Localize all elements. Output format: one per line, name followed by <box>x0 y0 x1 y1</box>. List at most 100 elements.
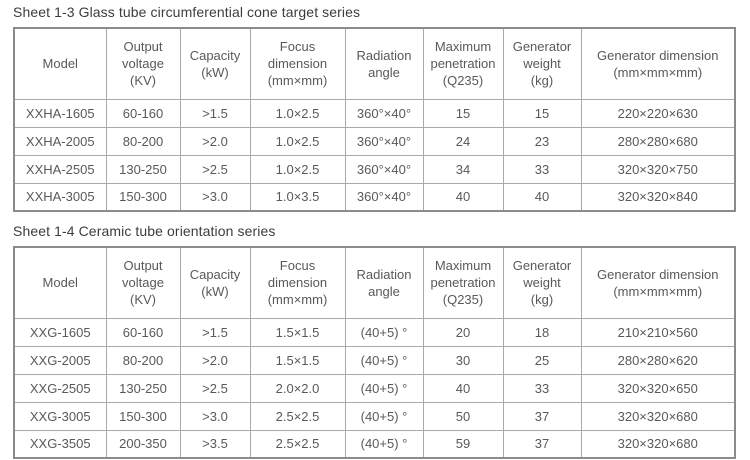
table-cell: 210×210×560 <box>580 317 736 347</box>
table-header-cell: Output voltage (KV) <box>105 27 181 100</box>
table-row: XXHA-1605 60-160 >1.5 1.0×2.5 360°×40° 15 15 22… <box>13 98 736 128</box>
table-row: XXHA-3005 150-300 >3.0 1.0×3.5 360°×40° 40 40 3… <box>13 182 736 212</box>
table-header-cell: Output voltage (KV) <box>105 246 181 319</box>
table-cell: XXHA-2505 <box>13 154 107 184</box>
table-header-cell: Generator weight (kg) <box>502 27 582 100</box>
sheet-1-4-title: Sheet 1-4 Ceramic tube orientation serie… <box>13 223 276 239</box>
table-cell: XXG-2005 <box>13 345 107 375</box>
table-cell: 59 <box>422 429 504 459</box>
table-cell: 1.5×1.5 <box>249 345 346 375</box>
table-cell: 40 <box>502 182 582 212</box>
table-cell: 360°×40° <box>344 98 424 128</box>
table-cell: 320×320×680 <box>580 401 736 431</box>
table-cell: 2.5×2.5 <box>249 401 346 431</box>
table-cell: XXHA-2005 <box>13 126 107 156</box>
table-cell: 80-200 <box>105 345 181 375</box>
table-cell: 1.0×2.5 <box>249 126 346 156</box>
table-body: XXHA-1605 60-160 >1.5 1.0×2.5 360°×40° 15 15 22… <box>13 98 736 212</box>
table-header: Model Output voltage (KV) Capacity (kW) Foc… <box>13 27 736 100</box>
table-cell: 15 <box>502 98 582 128</box>
table-cell: 80-200 <box>105 126 181 156</box>
table-cell: XXHA-1605 <box>13 98 107 128</box>
table-cell: 130-250 <box>105 154 181 184</box>
table-cell: 40 <box>422 373 504 403</box>
sheet-1-3-title: Sheet 1-3 Glass tube circumferential con… <box>13 4 361 20</box>
table-cell: 1.0×2.5 <box>249 98 346 128</box>
table-header-cell: Maximum penetration (Q235) <box>422 27 504 100</box>
table-header-cell: Focus dimension (mm×mm) <box>249 246 346 319</box>
table-cell: >3.0 <box>179 401 251 431</box>
table-cell: 280×280×620 <box>580 345 736 375</box>
table-cell: (40+5) ° <box>344 429 424 459</box>
table-cell: XXHA-3005 <box>13 182 107 212</box>
table-header-cell: Focus dimension (mm×mm) <box>249 27 346 100</box>
table-cell: 33 <box>502 154 582 184</box>
table-row: XXG-1605 60-160 >1.5 1.5×1.5 (40+5) ° 20 18 210… <box>13 317 736 347</box>
table-cell: 60-160 <box>105 98 181 128</box>
table-cell: >2.0 <box>179 126 251 156</box>
table-row: XXG-2505 130-250 >2.5 2.0×2.0 (40+5) ° 40 33 32… <box>13 373 736 403</box>
table-header: Model Output voltage (KV) Capacity (kW) Foc… <box>13 246 736 319</box>
table-cell: 2.5×2.5 <box>249 429 346 459</box>
table-header-cell: Capacity (kW) <box>179 27 251 100</box>
table-cell: 280×280×680 <box>580 126 736 156</box>
table-row: XXG-3005 150-300 >3.0 2.5×2.5 (40+5) ° 50 37 32… <box>13 401 736 431</box>
table-cell: 18 <box>502 317 582 347</box>
table-cell: 320×320×680 <box>580 429 736 459</box>
table-cell: (40+5) ° <box>344 373 424 403</box>
table-cell: 1.5×1.5 <box>249 317 346 347</box>
table-cell: 2.0×2.0 <box>249 373 346 403</box>
table-cell: (40+5) ° <box>344 345 424 375</box>
table-cell: 150-300 <box>105 182 181 212</box>
table-cell: 34 <box>422 154 504 184</box>
table-header-cell: Capacity (kW) <box>179 246 251 319</box>
table-header-cell: Model <box>13 246 107 319</box>
table-cell: XXG-3005 <box>13 401 107 431</box>
table-cell: 360°×40° <box>344 126 424 156</box>
table-cell: 23 <box>502 126 582 156</box>
table-cell: >2.5 <box>179 154 251 184</box>
table-cell: 150-300 <box>105 401 181 431</box>
table-header-cell: Generator dimension (mm×mm×mm) <box>580 27 736 100</box>
table-cell: 200-350 <box>105 429 181 459</box>
table-cell: >1.5 <box>179 98 251 128</box>
table-cell: 1.0×3.5 <box>249 182 346 212</box>
table-cell: XXG-3505 <box>13 429 107 459</box>
table-cell: 50 <box>422 401 504 431</box>
table-cell: 20 <box>422 317 504 347</box>
table-cell: >2.5 <box>179 373 251 403</box>
table-header-cell: Generator weight (kg) <box>502 246 582 319</box>
table-row: XXHA-2005 80-200 >2.0 1.0×2.5 360°×40° 24 23 28… <box>13 126 736 156</box>
table-body: XXG-1605 60-160 >1.5 1.5×1.5 (40+5) ° 20 18 210… <box>13 317 736 459</box>
table-cell: (40+5) ° <box>344 401 424 431</box>
table-cell: 25 <box>502 345 582 375</box>
table-cell: >3.5 <box>179 429 251 459</box>
table-header-cell: Radiation angle <box>344 27 424 100</box>
table-cell: XXG-2505 <box>13 373 107 403</box>
table-cell: 24 <box>422 126 504 156</box>
glass-tube-spec-table: Model Output voltage (KV) Capacity (kW) Foc… <box>13 27 736 212</box>
table-cell: >2.0 <box>179 345 251 375</box>
table-header-cell: Maximum penetration (Q235) <box>422 246 504 319</box>
table-row: XXG-3505 200-350 >3.5 2.5×2.5 (40+5) ° 59 37 32… <box>13 429 736 459</box>
table-cell: 320×320×750 <box>580 154 736 184</box>
table-cell: 37 <box>502 401 582 431</box>
table-cell: 30 <box>422 345 504 375</box>
table-cell: 40 <box>422 182 504 212</box>
table-cell: 320×320×650 <box>580 373 736 403</box>
ceramic-tube-spec-table: Model Output voltage (KV) Capacity (kW) Foc… <box>13 246 736 459</box>
table-cell: 33 <box>502 373 582 403</box>
table-cell: XXG-1605 <box>13 317 107 347</box>
table-cell: 130-250 <box>105 373 181 403</box>
table-header-cell: Radiation angle <box>344 246 424 319</box>
table-header-cell: Generator dimension (mm×mm×mm) <box>580 246 736 319</box>
table-cell: 320×320×840 <box>580 182 736 212</box>
table-header-row: Model Output voltage (KV) Capacity (kW) Foc… <box>13 246 736 319</box>
table-cell: 37 <box>502 429 582 459</box>
table-cell: >1.5 <box>179 317 251 347</box>
table-cell: 360°×40° <box>344 154 424 184</box>
table-row: XXHA-2505 130-250 >2.5 1.0×2.5 360°×40° 34 33 3… <box>13 154 736 184</box>
table-cell: 360°×40° <box>344 182 424 212</box>
table-header-row: Model Output voltage (KV) Capacity (kW) Foc… <box>13 27 736 100</box>
